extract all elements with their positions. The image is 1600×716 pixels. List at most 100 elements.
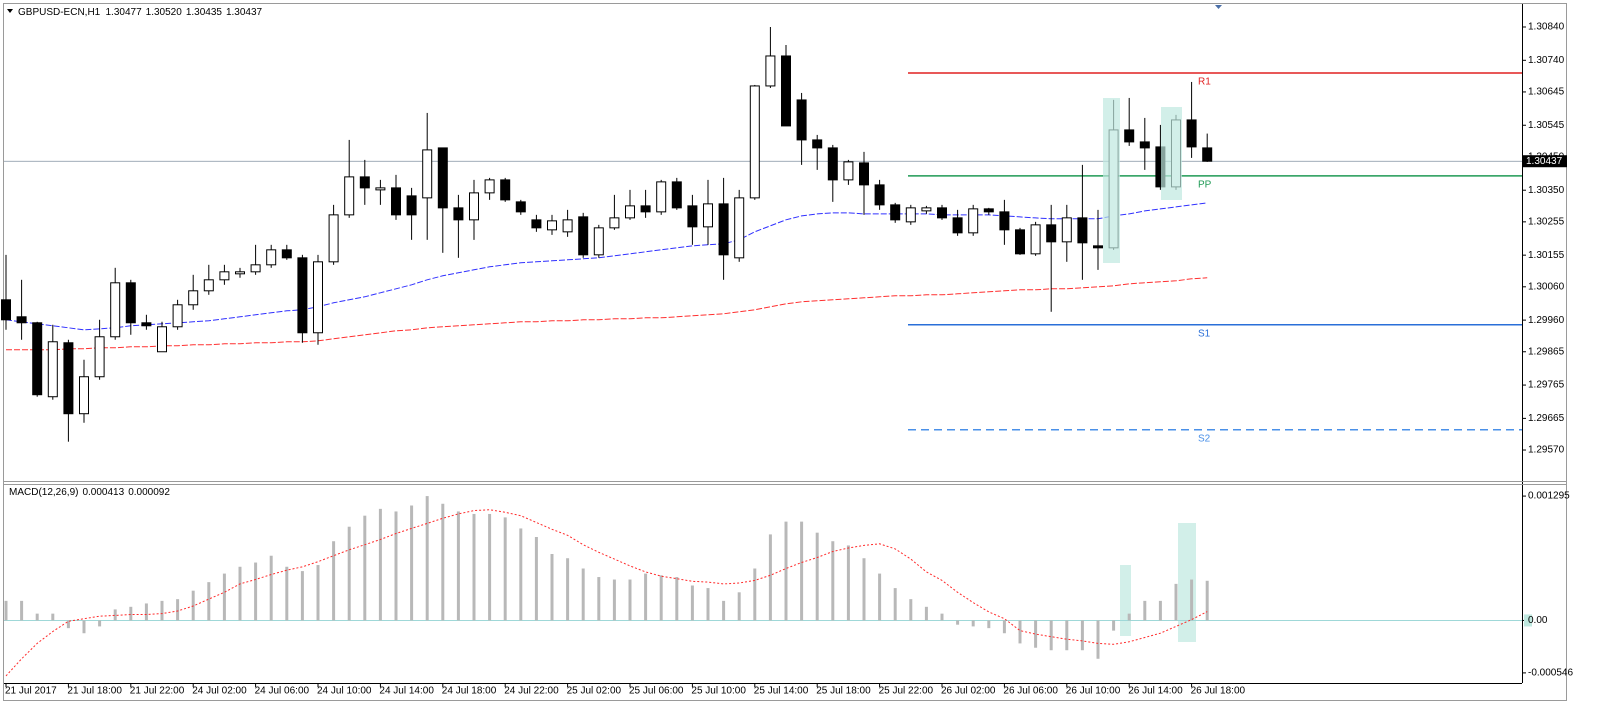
- pivot-label: S1: [1198, 328, 1211, 339]
- candle-body: [781, 55, 791, 127]
- candle: [313, 254, 323, 345]
- macd-bar: [956, 620, 960, 625]
- candle: [1061, 204, 1072, 262]
- candle-body: [687, 205, 698, 228]
- candle-body: [1030, 224, 1041, 255]
- x-tick-label: 21 Jul 22:00: [130, 686, 185, 697]
- candle: [1093, 209, 1103, 270]
- candle-body: [328, 214, 339, 263]
- macd-bar: [300, 571, 304, 621]
- candle-body: [547, 220, 557, 231]
- macd-bar: [98, 620, 102, 627]
- macd-bar: [1080, 620, 1084, 651]
- macd-bar: [363, 515, 367, 621]
- highlight: [1120, 565, 1131, 636]
- candle: [328, 204, 339, 265]
- macd-bar: [768, 534, 772, 621]
- candle: [32, 321, 43, 397]
- candle-body: [141, 322, 152, 327]
- symbol-title: GBPUSD-ECN,H1: [18, 7, 101, 18]
- macd-bar: [207, 582, 211, 621]
- macd-bar: [987, 620, 991, 629]
- candle-body: [515, 201, 526, 213]
- candle-body: [1186, 119, 1197, 148]
- candle: [1186, 81, 1197, 158]
- candle-body: [609, 217, 620, 229]
- macd-bar: [628, 579, 632, 621]
- candle-body: [157, 326, 167, 353]
- macd-header-main: 0.000413: [82, 487, 124, 498]
- candle-body: [905, 207, 916, 223]
- candle: [1030, 221, 1041, 256]
- macd-bar: [831, 541, 835, 621]
- macd-bar: [1143, 600, 1147, 621]
- macd-bar: [722, 600, 726, 621]
- macd-bar: [675, 577, 679, 621]
- macd-bar: [753, 568, 757, 621]
- candle: [687, 194, 698, 245]
- candle-body: [235, 271, 245, 275]
- macd-bar: [566, 558, 570, 621]
- header-open: 1.30477: [106, 7, 143, 18]
- pivot-label: PP: [1198, 180, 1212, 191]
- y-tick-label: 0.001295: [1528, 491, 1570, 502]
- candle: [16, 279, 27, 340]
- macd-bar: [612, 579, 616, 621]
- macd-bar: [35, 613, 39, 621]
- y-tick-label: 1.29665: [1528, 413, 1565, 424]
- macd-bar: [800, 521, 804, 621]
- header-high: 1.30520: [146, 7, 183, 18]
- candle: [94, 319, 105, 380]
- candle-body: [266, 249, 277, 266]
- macd-bar: [425, 496, 429, 621]
- macd-bar: [20, 600, 24, 621]
- candle-body: [79, 376, 89, 415]
- header-low: 1.30435: [186, 7, 223, 18]
- macd-bar: [550, 553, 554, 621]
- macd-bar: [378, 508, 382, 621]
- pivot-label: R1: [1198, 77, 1211, 88]
- macd-bar: [51, 613, 55, 621]
- pivot-label: S2: [1198, 433, 1211, 444]
- y-tick-label: 1.29865: [1528, 346, 1565, 357]
- candle: [110, 267, 121, 340]
- macd-bar: [862, 558, 866, 621]
- candle: [515, 199, 526, 215]
- x-tick-label: 24 Jul 14:00: [379, 686, 434, 697]
- y-tick-label: 1.30840: [1528, 22, 1565, 33]
- macd-bar: [456, 511, 460, 621]
- candle-body: [671, 181, 682, 209]
- highlight: [1178, 523, 1196, 642]
- candle-body: [562, 219, 573, 233]
- candle-body: [640, 205, 651, 213]
- zero-label-box: [1524, 614, 1532, 627]
- candle-body: [827, 147, 838, 181]
- macd-bar: [488, 513, 492, 621]
- candle-body: [359, 176, 370, 189]
- candle: [531, 214, 542, 232]
- x-tick-label: 25 Jul 22:00: [879, 686, 934, 697]
- candle: [1202, 133, 1213, 162]
- candle-body: [531, 219, 542, 229]
- macd-bar: [784, 521, 788, 621]
- candle: [500, 177, 511, 202]
- y-tick-label: 1.29765: [1528, 380, 1565, 391]
- x-tick-label: 21 Jul 2017: [5, 686, 57, 697]
- macd-bar: [441, 503, 445, 621]
- candle-body: [749, 85, 760, 199]
- candle: [999, 199, 1010, 245]
- candle: [859, 151, 869, 215]
- candle-body: [391, 187, 401, 216]
- candle: [266, 244, 277, 268]
- candle-body: [172, 304, 183, 328]
- candle: [141, 314, 152, 330]
- candle-body: [890, 204, 901, 221]
- candle: [593, 224, 604, 258]
- candle-body: [703, 203, 713, 228]
- candle-body: [999, 211, 1010, 231]
- macd-bar: [394, 511, 398, 621]
- macd-header: MACD(12,26,9) 0.000413 0.000092: [9, 487, 170, 498]
- candle: [796, 92, 807, 165]
- macd-bar: [846, 545, 850, 621]
